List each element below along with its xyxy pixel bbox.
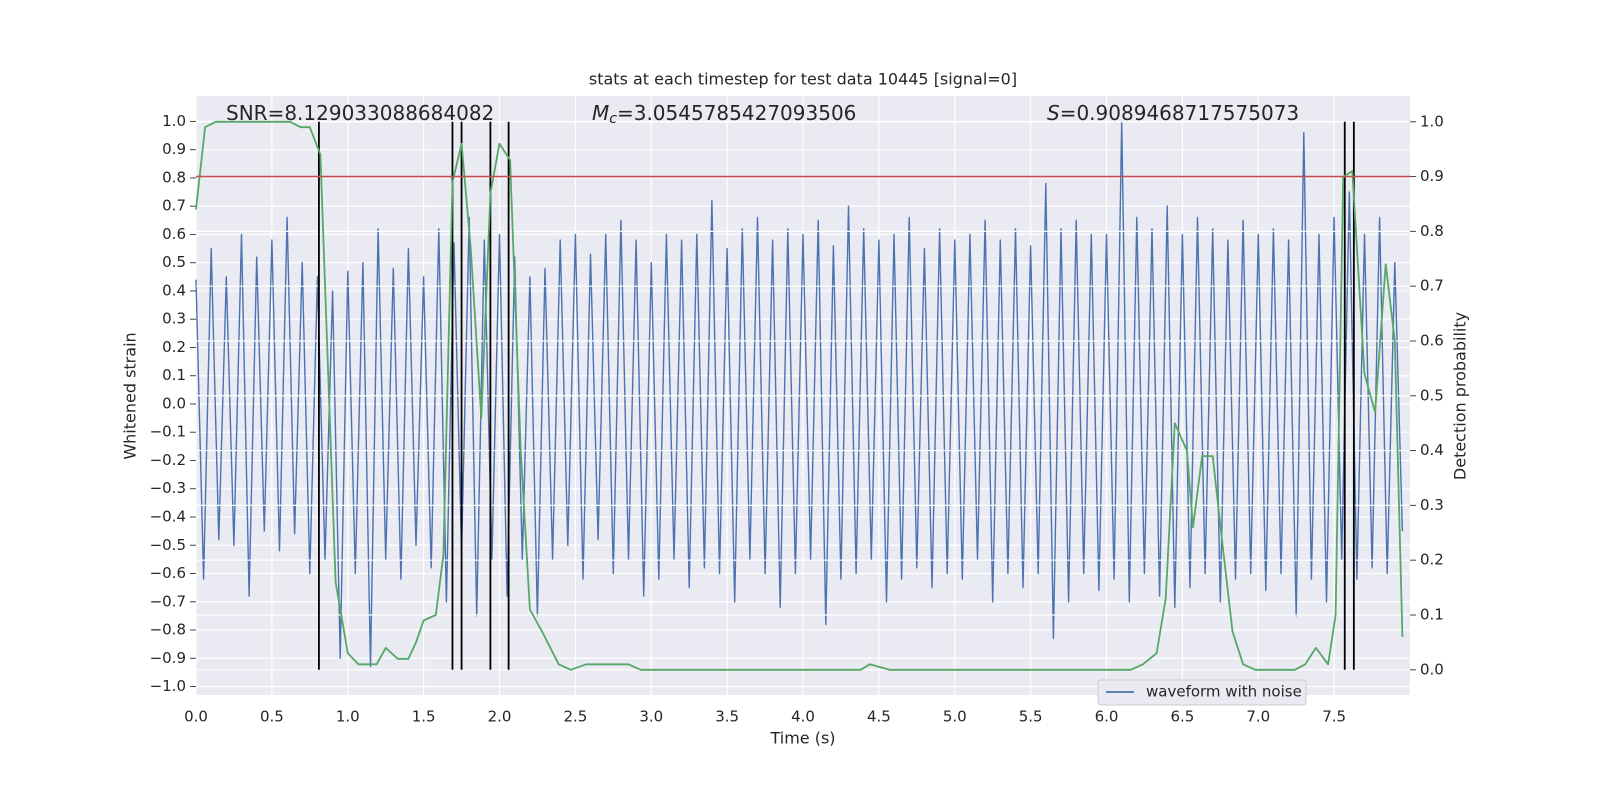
y-tick-label: 0.5 — [162, 253, 186, 271]
y-tick-label: −0.3 — [150, 479, 186, 497]
y2-tick-label: 0.7 — [1420, 277, 1444, 295]
y2-tick-label: 0.3 — [1420, 496, 1444, 514]
chart-title: stats at each timestep for test data 104… — [589, 70, 1017, 89]
annotation-subscript: c — [609, 111, 617, 127]
annotation-value: =0.9089468717575073 — [1060, 101, 1299, 125]
x-axis-label: Time (s) — [769, 729, 835, 748]
y-tick-label: 1.0 — [162, 112, 186, 130]
y-tick-label: 0.7 — [162, 197, 186, 215]
y-tick-label: −0.2 — [150, 451, 186, 469]
annotation-symbol: S — [1047, 101, 1060, 125]
y-tick-label: 0.0 — [162, 394, 186, 412]
x-tick-label: 2.5 — [563, 708, 587, 726]
series-line — [195, 120, 1404, 671]
y-tick-label: −0.4 — [150, 507, 186, 525]
y-tick-label: 0.9 — [162, 140, 186, 158]
x-tick-label: 5.5 — [1019, 708, 1043, 726]
x-tick-label: 2.0 — [488, 708, 512, 726]
y2-tick-label: 0.5 — [1420, 386, 1444, 404]
legend-box — [1097, 679, 1307, 706]
annotation: Mc=3.0545785427093506 — [592, 101, 856, 128]
annotation: S=0.9089468717575073 — [1047, 101, 1299, 125]
y-tick-label: 0.1 — [162, 366, 186, 384]
y-tick-label: 0.8 — [162, 168, 186, 186]
y-tick-label: 0.6 — [162, 225, 186, 243]
x-tick-label: 1.0 — [336, 708, 360, 726]
y-axis-label: Whitened strain — [121, 332, 140, 459]
annotation-symbol: M — [592, 101, 609, 125]
y-tick-label: −1.0 — [150, 677, 186, 695]
y2-tick-label: 0.6 — [1420, 331, 1444, 349]
x-tick-label: 6.5 — [1170, 708, 1194, 726]
annotation: SNR=8.129033088684082 — [226, 101, 494, 125]
x-tick-label: 4.0 — [791, 708, 815, 726]
annotation-value: =8.129033088684082 — [268, 101, 495, 125]
y-tick-label: −0.9 — [150, 649, 186, 667]
x-tick-label: 0.0 — [184, 708, 208, 726]
y2-tick-label: 0.9 — [1420, 167, 1444, 185]
annotation-symbol: SNR — [226, 101, 268, 125]
y2-tick-label: 0.2 — [1420, 551, 1444, 569]
y2-tick-label: 0.1 — [1420, 605, 1444, 623]
y-tick-label: −0.7 — [150, 592, 186, 610]
y-tick-label: −0.5 — [150, 536, 186, 554]
x-tick-label: 0.5 — [260, 708, 284, 726]
y-tick-label: 0.2 — [162, 338, 186, 356]
x-tick-label: 4.5 — [867, 708, 891, 726]
y2-tick-label: 0.8 — [1420, 222, 1444, 240]
y-tick-label: 0.4 — [162, 281, 186, 299]
y2-axis-label: Detection probability — [1451, 312, 1470, 480]
x-tick-label: 6.0 — [1095, 708, 1119, 726]
y2-tick-label: 0.0 — [1420, 660, 1444, 678]
annotation-value: =3.0545785427093506 — [617, 101, 856, 125]
x-tick-label: 3.5 — [715, 708, 739, 726]
y-tick-label: 0.3 — [162, 310, 186, 328]
y-tick-label: −0.6 — [150, 564, 186, 582]
x-tick-label: 7.0 — [1246, 708, 1270, 726]
y2-tick-label: 1.0 — [1420, 112, 1444, 130]
x-tick-label: 1.5 — [412, 708, 436, 726]
y-tick-label: −0.8 — [150, 621, 186, 639]
y-tick-label: −0.1 — [150, 423, 186, 441]
legend-label: waveform with noise — [1146, 683, 1302, 701]
x-tick-label: 7.5 — [1322, 708, 1346, 726]
y2-tick-label: 0.4 — [1420, 441, 1444, 459]
legend: waveform with noise — [1097, 679, 1307, 706]
x-tick-label: 5.0 — [943, 708, 967, 726]
x-tick-label: 3.0 — [639, 708, 663, 726]
